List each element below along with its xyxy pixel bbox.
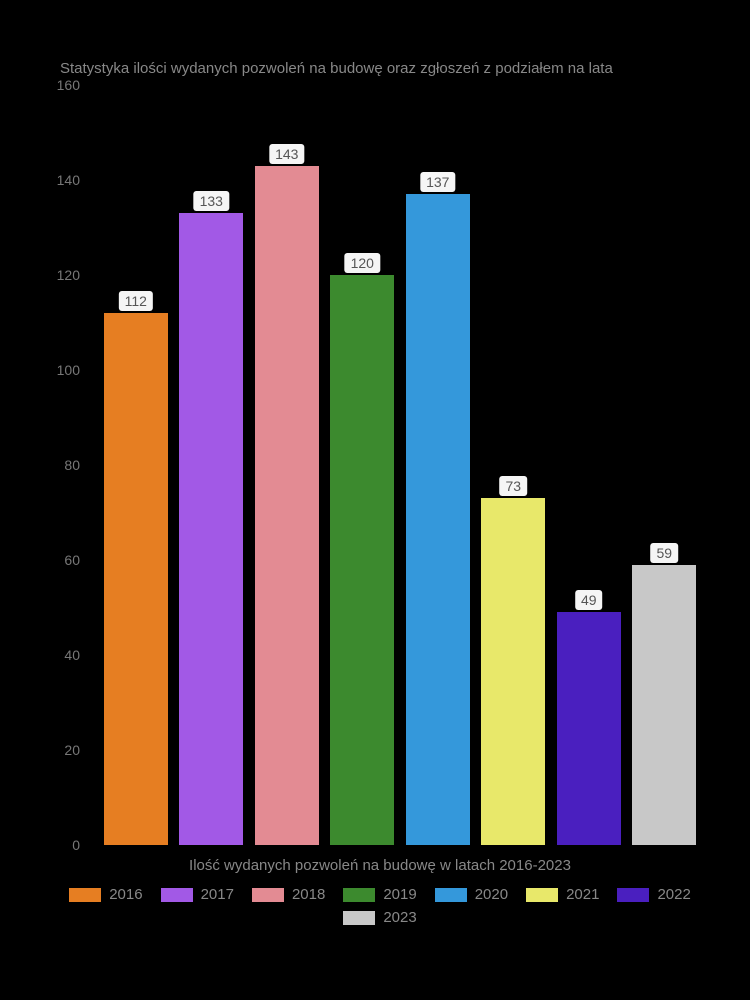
bar-wrap: 137 <box>404 85 472 845</box>
bar-wrap: 143 <box>253 85 321 845</box>
legend-swatch <box>435 888 467 902</box>
bar-wrap: 59 <box>631 85 699 845</box>
y-tick: 160 <box>57 77 80 93</box>
legend-swatch <box>161 888 193 902</box>
bar-wrap: 112 <box>102 85 170 845</box>
legend-label: 2016 <box>109 886 142 903</box>
bar-2016: 112 <box>104 313 168 845</box>
legend-label: 2023 <box>383 909 416 926</box>
chart-title: Statystyka ilości wydanych pozwoleń na b… <box>40 60 720 77</box>
bar-value-label: 143 <box>269 144 304 164</box>
bar-value-label: 137 <box>420 172 455 192</box>
bar-2017: 133 <box>179 213 243 845</box>
legend: 2016 2017 2018 2019 2020 2021 2022 2023 <box>40 886 720 926</box>
legend-swatch <box>343 888 375 902</box>
chart-container: Statystyka ilości wydanych pozwoleń na b… <box>40 60 720 960</box>
legend-item: 2020 <box>435 886 508 903</box>
legend-item: 2019 <box>343 886 416 903</box>
legend-label: 2018 <box>292 886 325 903</box>
legend-item: 2022 <box>617 886 690 903</box>
legend-label: 2017 <box>201 886 234 903</box>
legend-swatch <box>69 888 101 902</box>
bar-value-label: 133 <box>194 191 229 211</box>
bar-2018: 143 <box>255 166 319 845</box>
legend-item: 2018 <box>252 886 325 903</box>
bar-value-label: 59 <box>650 543 678 563</box>
y-tick: 20 <box>64 742 80 758</box>
y-tick: 40 <box>64 647 80 663</box>
bars-group: 112 133 143 120 137 <box>90 85 710 845</box>
bar-wrap: 73 <box>480 85 548 845</box>
x-axis-label: Ilość wydanych pozwoleń na budowę w lata… <box>40 857 720 874</box>
y-tick: 60 <box>64 552 80 568</box>
legend-label: 2019 <box>383 886 416 903</box>
bar-2022: 49 <box>557 612 621 845</box>
legend-item: 2021 <box>526 886 599 903</box>
bar-wrap: 120 <box>329 85 397 845</box>
y-tick: 80 <box>64 457 80 473</box>
y-tick: 140 <box>57 172 80 188</box>
legend-swatch <box>526 888 558 902</box>
legend-swatch <box>617 888 649 902</box>
legend-item: 2023 <box>343 909 416 926</box>
legend-item: 2016 <box>69 886 142 903</box>
bar-value-label: 112 <box>119 291 153 311</box>
bar-2019: 120 <box>330 275 394 845</box>
y-tick: 100 <box>57 362 80 378</box>
bar-wrap: 49 <box>555 85 623 845</box>
legend-swatch <box>252 888 284 902</box>
y-axis: 160 140 120 100 80 60 40 20 0 <box>40 85 90 845</box>
bar-value-label: 73 <box>499 476 527 496</box>
bar-value-label: 49 <box>575 590 603 610</box>
bar-value-label: 120 <box>345 253 380 273</box>
legend-label: 2020 <box>475 886 508 903</box>
legend-swatch <box>343 911 375 925</box>
bar-2020: 137 <box>406 194 470 845</box>
plot-area: 160 140 120 100 80 60 40 20 0 112 133 <box>90 85 710 845</box>
bar-wrap: 133 <box>178 85 246 845</box>
bar-2021: 73 <box>481 498 545 845</box>
y-tick: 0 <box>72 837 80 853</box>
bar-2023: 59 <box>632 565 696 845</box>
legend-item: 2017 <box>161 886 234 903</box>
legend-label: 2021 <box>566 886 599 903</box>
legend-label: 2022 <box>657 886 690 903</box>
y-tick: 120 <box>57 267 80 283</box>
